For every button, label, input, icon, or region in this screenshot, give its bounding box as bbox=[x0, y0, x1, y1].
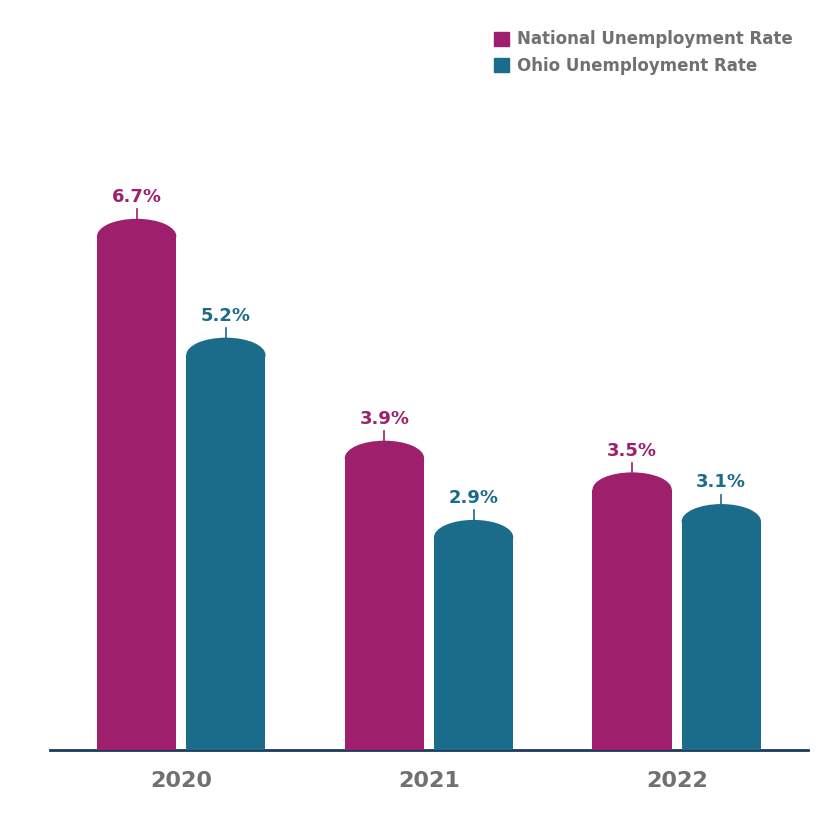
Text: 3.5%: 3.5% bbox=[607, 441, 657, 460]
FancyBboxPatch shape bbox=[187, 355, 266, 372]
Text: 2.9%: 2.9% bbox=[449, 489, 499, 507]
Text: 6.7%: 6.7% bbox=[112, 188, 162, 206]
Text: 3.1%: 3.1% bbox=[696, 473, 746, 491]
FancyBboxPatch shape bbox=[434, 537, 513, 555]
FancyBboxPatch shape bbox=[434, 537, 513, 750]
Legend: National Unemployment Rate, Ohio Unemployment Rate: National Unemployment Rate, Ohio Unemplo… bbox=[487, 24, 800, 82]
Text: 3.9%: 3.9% bbox=[359, 410, 409, 428]
FancyBboxPatch shape bbox=[592, 490, 671, 750]
FancyBboxPatch shape bbox=[592, 490, 671, 507]
Text: 5.2%: 5.2% bbox=[201, 307, 251, 325]
FancyBboxPatch shape bbox=[187, 355, 266, 750]
FancyBboxPatch shape bbox=[97, 237, 177, 750]
FancyBboxPatch shape bbox=[681, 521, 761, 750]
Ellipse shape bbox=[97, 219, 177, 254]
FancyBboxPatch shape bbox=[681, 521, 761, 539]
Ellipse shape bbox=[592, 472, 671, 507]
FancyBboxPatch shape bbox=[345, 458, 424, 476]
Ellipse shape bbox=[345, 441, 424, 476]
Ellipse shape bbox=[434, 520, 513, 555]
Ellipse shape bbox=[187, 337, 266, 372]
FancyBboxPatch shape bbox=[97, 237, 177, 254]
FancyBboxPatch shape bbox=[345, 458, 424, 750]
Ellipse shape bbox=[681, 504, 761, 539]
